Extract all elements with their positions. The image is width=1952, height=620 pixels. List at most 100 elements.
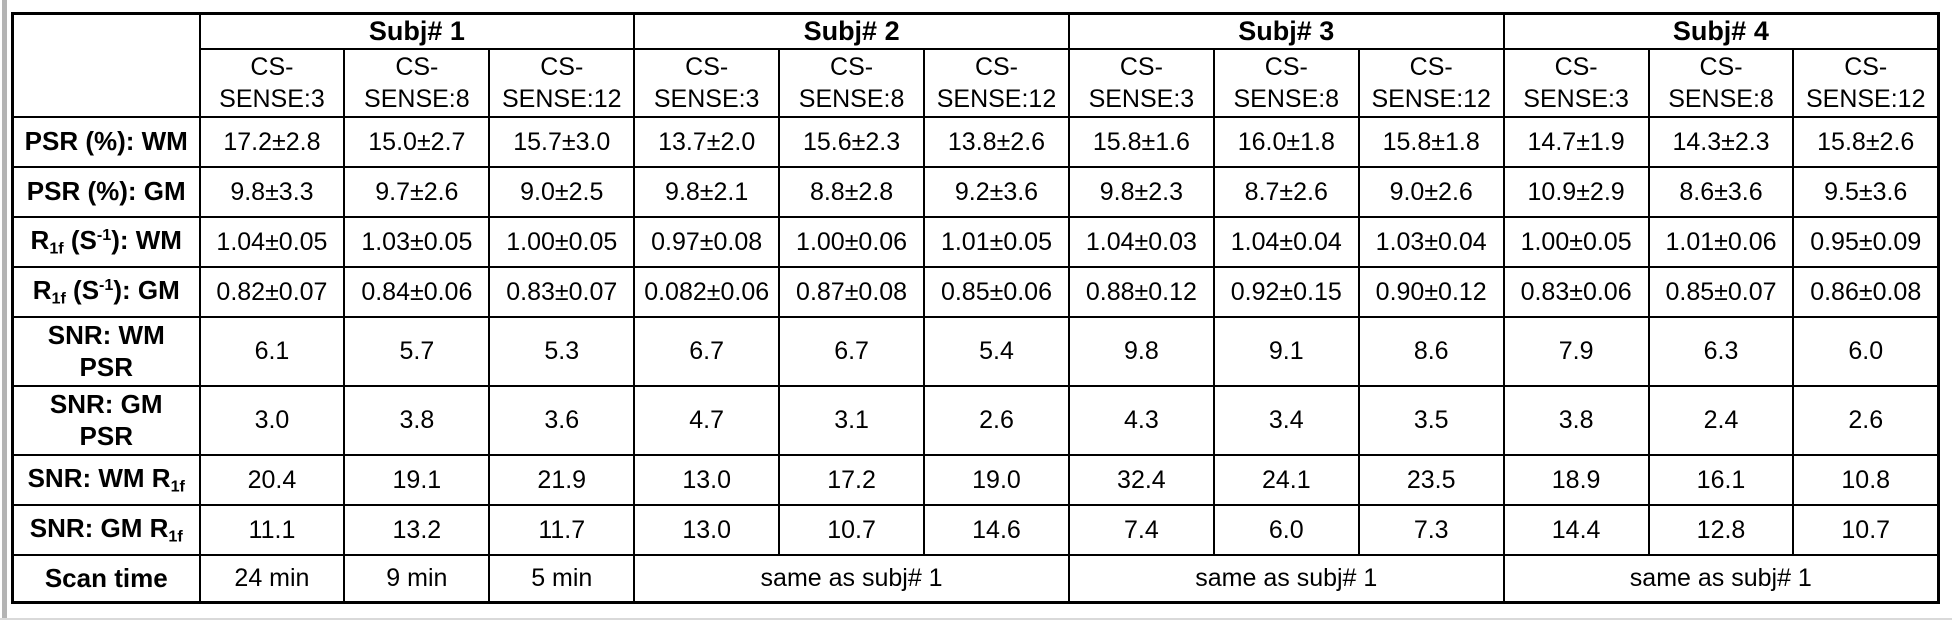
value-cell: 13.7±2.0 [633, 116, 781, 168]
cs-sense-header: CS- SENSE:3 [198, 48, 346, 118]
value-cell: 15.8±1.6 [1067, 116, 1215, 168]
scan-time-cell: 9 min [343, 554, 491, 603]
value-cell: 6.0 [1212, 504, 1360, 556]
value-cell: 12.8 [1647, 504, 1795, 556]
value-cell: 15.7±3.0 [488, 116, 636, 168]
value-cell: 8.6±3.6 [1647, 166, 1795, 218]
value-cell: 7.3 [1357, 504, 1505, 556]
value-cell: 17.2±2.8 [198, 116, 346, 168]
value-cell: 9.7±2.6 [343, 166, 491, 218]
value-cell: 2.6 [923, 385, 1070, 456]
table-row-psr-wm: PSR (%): WM 17.2±2.8 15.0±2.7 15.7±3.0 13.7±… [11, 116, 1940, 168]
value-cell: 11.1 [198, 504, 346, 556]
value-cell: 1.01±0.05 [923, 216, 1070, 268]
value-cell: 1.01±0.06 [1647, 216, 1795, 268]
value-cell: 14.7±1.9 [1502, 116, 1650, 168]
value-cell: 5.3 [488, 316, 636, 387]
table-header: Subj# 1 Subj# 2 Subj# 3 Subj# 4 CS- SENSE:3 C… [11, 12, 1940, 118]
value-cell: 18.9 [1502, 454, 1650, 506]
row-label-snr-gm-r1f: SNR: GM R1f [11, 504, 201, 556]
value-cell: 13.8±2.6 [923, 116, 1070, 168]
cs-sense-header: CS- SENSE:3 [1067, 48, 1215, 118]
value-cell: 0.97±0.08 [633, 216, 781, 268]
value-cell: 9.0±2.5 [488, 166, 636, 218]
value-cell: 4.7 [633, 385, 781, 456]
value-cell: 1.00±0.05 [488, 216, 636, 268]
value-cell: 0.86±0.08 [1792, 266, 1940, 318]
row-label-psr-gm: PSR (%): GM [11, 166, 201, 218]
value-cell: 3.4 [1212, 385, 1360, 456]
value-cell: 9.2±3.6 [923, 166, 1070, 218]
value-cell: 5.4 [923, 316, 1070, 387]
value-cell: 0.92±0.15 [1212, 266, 1360, 318]
row-label-snr-gm-psr: SNR: GM PSR [11, 385, 201, 456]
value-cell: 14.6 [923, 504, 1070, 556]
value-cell: 17.2 [778, 454, 926, 506]
subject-header: Subj# 4 [1502, 12, 1940, 50]
row-label-psr-wm: PSR (%): WM [11, 116, 201, 168]
value-cell: 0.082±0.06 [633, 266, 781, 318]
results-table: Subj# 1 Subj# 2 Subj# 3 Subj# 4 CS- SENSE:3 C… [11, 12, 1940, 604]
value-cell: 8.6 [1357, 316, 1505, 387]
page-left-edge [2, 0, 7, 620]
value-cell: 15.0±2.7 [343, 116, 491, 168]
value-cell: 1.04±0.03 [1067, 216, 1215, 268]
value-cell: 1.00±0.06 [778, 216, 926, 268]
row-label-r1f-gm: R1f (S-1): GM [11, 266, 201, 318]
cs-sense-header: CS- SENSE:8 [778, 48, 926, 118]
value-cell: 1.03±0.05 [343, 216, 491, 268]
value-cell: 1.00±0.05 [1502, 216, 1650, 268]
sub-text: 1f [170, 477, 185, 496]
cs-sense-header: CS- SENSE:12 [488, 48, 636, 118]
table-row-scan-time: Scan time 24 min 9 min 5 min same as subj# 1… [11, 554, 1940, 603]
cs-sense-header: CS- SENSE:12 [1357, 48, 1505, 118]
value-cell: 23.5 [1357, 454, 1505, 506]
value-cell: 6.1 [198, 316, 346, 387]
value-cell: 3.0 [198, 385, 346, 456]
value-cell: 13.2 [343, 504, 491, 556]
value-cell: 0.90±0.12 [1357, 266, 1505, 318]
cs-sense-header: CS- SENSE:8 [1212, 48, 1360, 118]
value-cell: 16.0±1.8 [1212, 116, 1360, 168]
value-cell: 6.0 [1792, 316, 1940, 387]
table-row-snr-wm-r1f: SNR: WM R1f 20.4 19.1 21.9 13.0 17.2 19.0 32.4 2… [11, 454, 1940, 506]
value-cell: 8.7±2.6 [1212, 166, 1360, 218]
value-cell: 1.04±0.05 [198, 216, 346, 268]
sub-text: 1f [49, 239, 64, 258]
value-cell: 9.0±2.6 [1357, 166, 1505, 218]
value-cell: 10.7 [1792, 504, 1940, 556]
table-row-r1f-wm: R1f (S-1): WM 1.04±0.05 1.03±0.05 1.00±0.05… [11, 216, 1940, 268]
table-body: PSR (%): WM 17.2±2.8 15.0±2.7 15.7±3.0 13.7±… [11, 116, 1940, 603]
value-cell: 6.7 [778, 316, 926, 387]
table-row-snr-gm-r1f: SNR: GM R1f 11.1 13.2 11.7 13.0 10.7 14.6 7.4 6.… [11, 504, 1940, 556]
sup-text: -1 [99, 276, 114, 295]
value-cell: 9.8 [1067, 316, 1215, 387]
value-cell: 1.03±0.04 [1357, 216, 1505, 268]
scan-time-cell: 24 min [198, 554, 346, 603]
value-cell: 32.4 [1067, 454, 1215, 506]
value-cell: 15.8±1.8 [1357, 116, 1505, 168]
cs-sense-header: CS- SENSE:8 [1647, 48, 1795, 118]
scan-time-merged-cell: same as subj# 1 [1502, 554, 1940, 603]
row-label-scan-time: Scan time [11, 554, 201, 603]
value-cell: 0.85±0.07 [1647, 266, 1795, 318]
cs-sense-header: CS- SENSE:12 [923, 48, 1070, 118]
value-cell: 14.4 [1502, 504, 1650, 556]
value-cell: 13.0 [633, 454, 781, 506]
value-cell: 3.8 [1502, 385, 1650, 456]
value-cell: 7.4 [1067, 504, 1215, 556]
row-label-snr-wm-psr: SNR: WM PSR [11, 316, 201, 387]
subject-header-row: Subj# 1 Subj# 2 Subj# 3 Subj# 4 [11, 12, 1940, 118]
value-cell: 19.1 [343, 454, 491, 506]
value-cell: 21.9 [488, 454, 636, 506]
scan-time-cell: 5 min [488, 554, 636, 603]
value-cell: 0.88±0.12 [1067, 266, 1215, 318]
corner-cell [11, 12, 201, 118]
value-cell: 15.8±2.6 [1792, 116, 1940, 168]
cs-sense-header: CS- SENSE:3 [633, 48, 781, 118]
value-cell: 15.6±2.3 [778, 116, 926, 168]
value-cell: 10.8 [1792, 454, 1940, 506]
cs-sense-header: CS- SENSE:12 [1792, 48, 1940, 118]
scan-time-merged-cell: same as subj# 1 [1067, 554, 1505, 603]
cs-sense-header-row: CS- SENSE:3 CS- SENSE:8 CS- SENSE:12 CS- SE… [13, 48, 1940, 118]
